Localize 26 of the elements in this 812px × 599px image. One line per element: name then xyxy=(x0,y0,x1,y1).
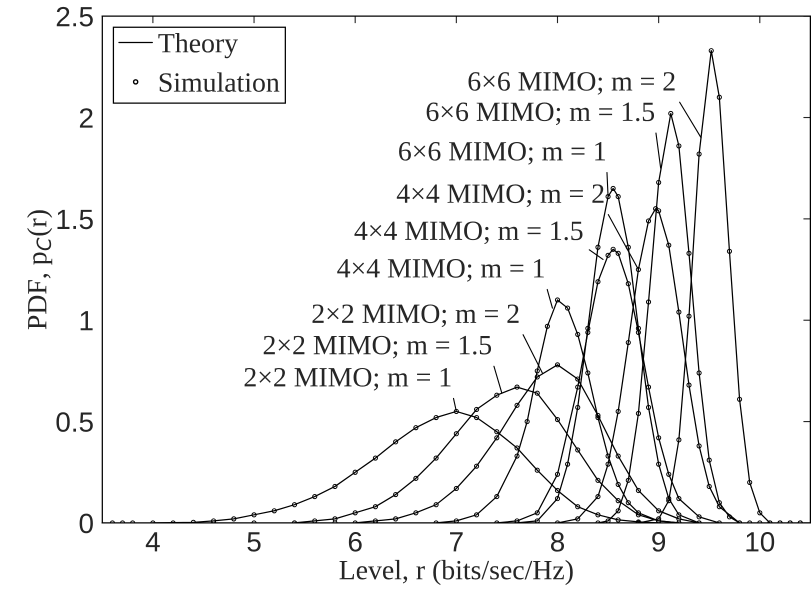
legend-label: Theory xyxy=(158,33,238,58)
annotation: 6×6 MIMO; m = 2 xyxy=(468,72,675,95)
annotation: 4×4 MIMO; m = 1 xyxy=(337,259,544,282)
x-tick-label: 10 xyxy=(746,532,774,552)
annotation: 4×4 MIMO; m = 1.5 xyxy=(354,221,582,244)
x-tick-label: 6 xyxy=(348,532,362,552)
y-tick-label: 1.5 xyxy=(57,210,93,230)
y-tick-label: 0 xyxy=(80,514,93,534)
y-tick-label: 2.5 xyxy=(56,6,93,27)
annotation: 2×2 MIMO; m = 1.5 xyxy=(264,336,492,358)
x-axis-title: Level, r (bits/sec/Hz) xyxy=(340,560,573,586)
x-tick-label: 4 xyxy=(146,532,160,552)
y-tick-label: 0.5 xyxy=(56,412,93,432)
y-tick-label: 1 xyxy=(80,311,93,330)
legend-label: Simulation xyxy=(160,72,280,92)
x-tick-label: 9 xyxy=(652,532,666,552)
annotation: 6×6 MIMO; m = 1 xyxy=(399,142,606,165)
annotation: 2×2 MIMO; m = 1 xyxy=(244,368,451,391)
annotation: 4×4 MIMO; m = 2 xyxy=(396,184,604,208)
y-tick-label: 2 xyxy=(80,108,93,128)
x-tick-label: 5 xyxy=(247,532,261,552)
annotation: 6×6 MIMO; m = 1.5 xyxy=(426,102,654,126)
y-axis-title: PDF, p$_{C}$(r) xyxy=(27,210,52,330)
x-tick-label: 8 xyxy=(550,532,564,552)
x-tick-label: 7 xyxy=(450,532,463,552)
annotation: 2×2 MIMO; m = 2 xyxy=(312,304,519,328)
